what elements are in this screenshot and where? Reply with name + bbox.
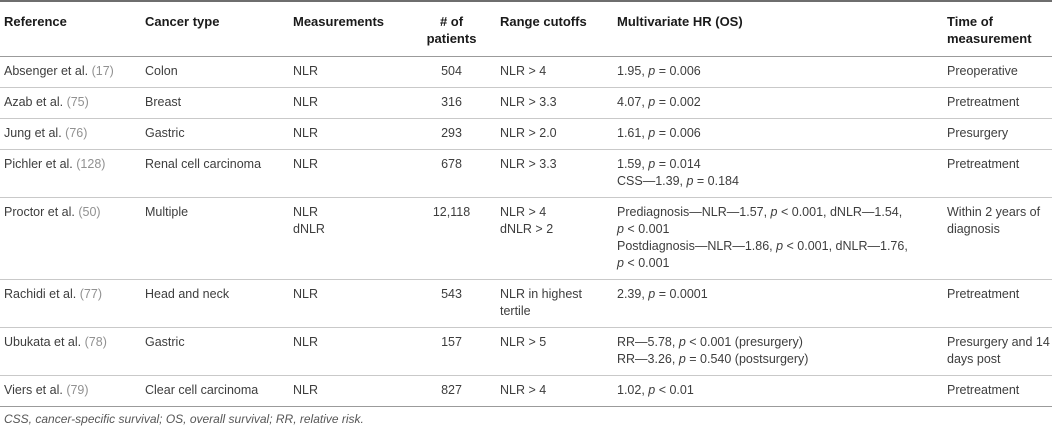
col-header-patients: # of patients [426,14,477,46]
cell-reference: Ubukata et al. (78) [4,328,145,375]
cell-patients: 316 [441,95,462,109]
cell-range-cutoffs: NLR > 4 [500,383,547,397]
cell-time: Pretreatment [947,383,1020,397]
citation-link[interactable]: (50) [78,205,101,219]
table-header-row: Reference Cancer type Measurements # of … [0,2,1052,57]
citation-link[interactable]: (128) [76,157,106,171]
reference-text: Viers et al. [4,383,63,397]
cell-patients: 12,118 [432,205,471,219]
cell-cancer-type: Breast [145,95,182,109]
cell-measurements: NLR [293,126,319,140]
cell-range-cutoffs: NLR > 3.3 [500,157,557,171]
reference-text: Proctor et al. [4,205,75,219]
col-header-cancer-type: Cancer type [145,14,220,29]
cell-range-cutoffs: NLR > 5 [500,335,547,349]
table-row: Jung et al. (76) Gastric NLR 293 NLR > 2… [0,119,1052,150]
citation-link[interactable]: (17) [91,64,114,78]
cell-cancer-type: Clear cell carcinoma [145,383,259,397]
cell-cancer-type: Gastric [145,126,185,140]
cell-reference: Jung et al. (76) [4,119,145,149]
cell-multivariate-hr: Prediagnosis—NLR—1.57, p < 0.001, dNLR—1… [617,205,908,270]
cell-patients: 504 [441,64,462,78]
cell-cancer-type: Renal cell carcinoma [145,157,262,171]
cell-range-cutoffs: NLR in highest tertile [500,287,582,318]
cell-measurements: NLR [293,95,319,109]
cell-reference: Pichler et al. (128) [4,150,145,197]
table-body: Absenger et al. (17) Colon NLR 504 NLR >… [0,57,1052,407]
table-row: Ubukata et al. (78) Gastric NLR 157 NLR … [0,328,1052,376]
cell-time: Pretreatment [947,287,1020,301]
citation-link[interactable]: (75) [66,95,89,109]
cell-reference: Rachidi et al. (77) [4,280,145,327]
cell-patients: 293 [441,126,462,140]
cell-measurements: NLR dNLR [293,205,325,236]
col-header-multivariate-hr: Multivariate HR (OS) [617,14,743,29]
cell-cancer-type: Gastric [145,335,185,349]
reference-text: Pichler et al. [4,157,73,171]
col-header-range-cutoffs: Range cutoffs [500,14,587,29]
cell-cancer-type: Multiple [145,205,189,219]
cell-measurements: NLR [293,287,319,301]
reference-text: Absenger et al. [4,64,89,78]
reference-text: Ubukata et al. [4,335,82,349]
cell-cancer-type: Head and neck [145,287,230,301]
cell-cancer-type: Colon [145,64,178,78]
cell-patients: 827 [441,383,462,397]
cell-multivariate-hr: 1.02, p < 0.01 [617,383,694,397]
cell-measurements: NLR [293,64,319,78]
cell-time: Presurgery [947,126,1009,140]
cell-multivariate-hr: 1.95, p = 0.006 [617,64,701,78]
cell-range-cutoffs: NLR > 2.0 [500,126,557,140]
citation-link[interactable]: (76) [65,126,88,140]
cell-measurements: NLR [293,335,319,349]
citation-link[interactable]: (78) [84,335,107,349]
col-header-time: Time of measurement [947,14,1032,46]
cell-time: Within 2 years of diagnosis [947,205,1041,236]
cell-time: Preoperative [947,64,1018,78]
cell-multivariate-hr: 4.07, p = 0.002 [617,95,701,109]
cell-multivariate-hr: 1.59, p = 0.014 CSS—1.39, p = 0.184 [617,157,739,188]
cell-multivariate-hr: RR—5.78, p < 0.001 (presurgery) RR—3.26, … [617,335,809,366]
cell-time: Pretreatment [947,157,1020,171]
cell-time: Presurgery and 14 days post [947,335,1050,366]
cell-reference: Absenger et al. (17) [4,57,145,87]
cell-reference: Viers et al. (79) [4,376,145,406]
table-row: Viers et al. (79) Clear cell carcinoma N… [0,376,1052,407]
cell-reference: Azab et al. (75) [4,88,145,118]
cell-reference: Proctor et al. (50) [4,198,145,279]
cell-patients: 157 [441,335,462,349]
table-footnote: CSS, cancer-specific survival; OS, overa… [4,412,364,426]
table-row: Pichler et al. (128) Renal cell carcinom… [0,150,1052,198]
cell-range-cutoffs: NLR > 3.3 [500,95,557,109]
col-header-reference: Reference [4,14,67,29]
table-row: Absenger et al. (17) Colon NLR 504 NLR >… [0,57,1052,88]
table-row: Rachidi et al. (77) Head and neck NLR 54… [0,280,1052,328]
cell-time: Pretreatment [947,95,1020,109]
table-row: Proctor et al. (50) Multiple NLR dNLR 12,… [0,198,1052,280]
cell-multivariate-hr: 2.39, p = 0.0001 [617,287,708,301]
cell-range-cutoffs: NLR > 4 dNLR > 2 [500,205,554,236]
table-row: Azab et al. (75) Breast NLR 316 NLR > 3.… [0,88,1052,119]
citation-link[interactable]: (77) [79,287,102,301]
hr-os-studies-table: Reference Cancer type Measurements # of … [0,0,1052,407]
cell-patients: 543 [441,287,462,301]
cell-multivariate-hr: 1.61, p = 0.006 [617,126,701,140]
col-header-measurements: Measurements [293,14,385,29]
reference-text: Rachidi et al. [4,287,77,301]
cell-measurements: NLR [293,157,319,171]
reference-text: Azab et al. [4,95,64,109]
cell-range-cutoffs: NLR > 4 [500,64,547,78]
cell-patients: 678 [441,157,462,171]
cell-measurements: NLR [293,383,319,397]
citation-link[interactable]: (79) [66,383,89,397]
reference-text: Jung et al. [4,126,62,140]
